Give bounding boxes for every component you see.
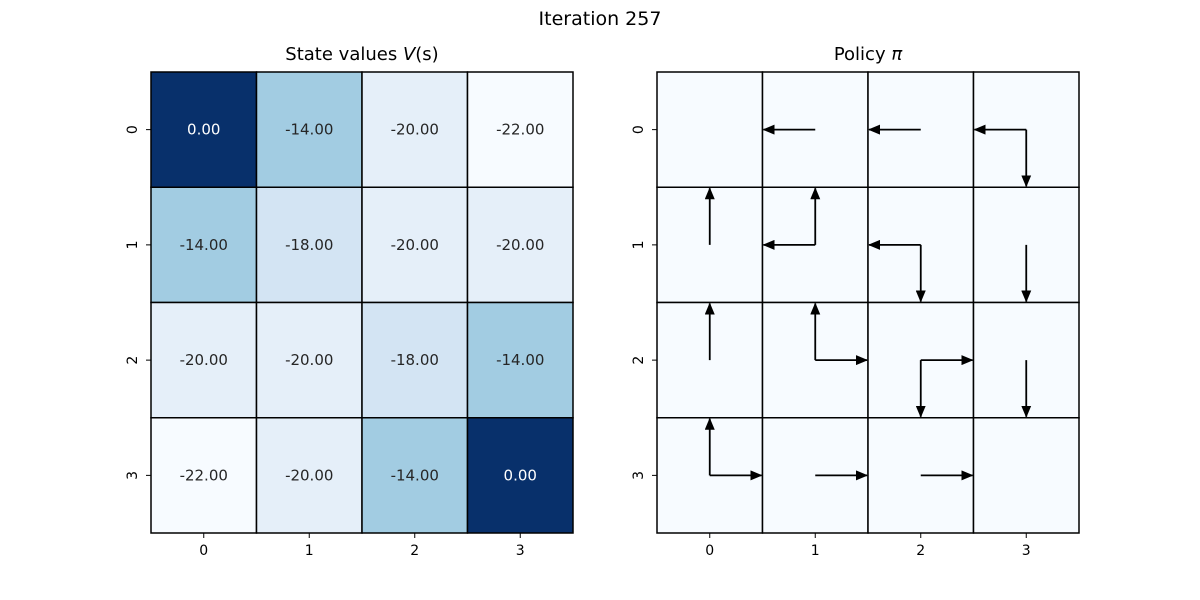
policy-y-tick-label: 2 (631, 356, 647, 365)
policy-y-tick-label: 0 (631, 125, 647, 134)
values-x-tick-label: 2 (410, 543, 419, 559)
policy-title-text: Policy (833, 44, 892, 65)
value-cell (255, 417, 363, 534)
policy-grid: 0 1 2 3 0 1 2 3 (631, 71, 1080, 559)
policy-x-tick-label: 0 (705, 543, 714, 559)
policy-title-math: π (891, 44, 903, 65)
policy-x-tick-label: 2 (916, 543, 925, 559)
value-label: -20.00 (391, 121, 439, 139)
values-y-tick-label: 1 (125, 240, 141, 249)
values-heatmap: 0.00 -14.00 -20.00 -22.00 -14.00 -18.00 -20.00… (125, 71, 574, 559)
values-x-tick-label: 1 (305, 543, 314, 559)
policy-y-tick-label: 3 (631, 471, 647, 480)
value-label: -14.00 (180, 236, 228, 254)
value-cell (466, 71, 574, 188)
value-label: -14.00 (391, 466, 439, 484)
value-cell (255, 186, 363, 304)
value-cell (466, 186, 574, 304)
policy-x-tick-label: 1 (811, 543, 820, 559)
value-label: -20.00 (285, 466, 333, 484)
policy-y-tick-label: 1 (631, 240, 647, 249)
value-label: 0.00 (187, 121, 220, 139)
value-label: -20.00 (496, 236, 544, 254)
value-cell (361, 301, 469, 419)
values-x-tick-label: 0 (199, 543, 208, 559)
value-label: 0.00 (504, 466, 537, 484)
policy-cell (972, 417, 1080, 534)
values-x-tick-label: 3 (516, 543, 525, 559)
policy-panel-title: Policy π (657, 44, 1079, 65)
values-title-math: V (402, 44, 416, 65)
value-cell (255, 71, 363, 188)
value-label: -18.00 (285, 236, 333, 254)
value-cell (361, 71, 469, 188)
values-y-tick-label: 2 (125, 356, 141, 365)
values-y-tick-label: 0 (125, 125, 141, 134)
value-cell (466, 417, 574, 534)
policy-cell (656, 71, 764, 188)
policy-x-tick-label: 3 (1022, 543, 1031, 559)
value-label: -14.00 (285, 121, 333, 139)
value-label: -20.00 (285, 351, 333, 369)
value-label: -20.00 (391, 236, 439, 254)
figure-suptitle: Iteration 257 (538, 8, 662, 30)
values-title-text: State values (285, 44, 403, 65)
value-label: -14.00 (496, 351, 544, 369)
policy-frame (656, 71, 1080, 534)
values-panel-title: State values V(s) (151, 44, 573, 65)
values-title-suffix: (s) (415, 44, 439, 65)
value-cell (255, 301, 363, 419)
values-frame (150, 71, 574, 534)
value-label: -22.00 (496, 121, 544, 139)
value-label: -18.00 (391, 351, 439, 369)
value-cell (361, 417, 469, 534)
values-y-tick-label: 3 (125, 471, 141, 480)
value-label: -20.00 (180, 351, 228, 369)
value-label: -22.00 (180, 466, 228, 484)
value-cell (466, 301, 574, 419)
